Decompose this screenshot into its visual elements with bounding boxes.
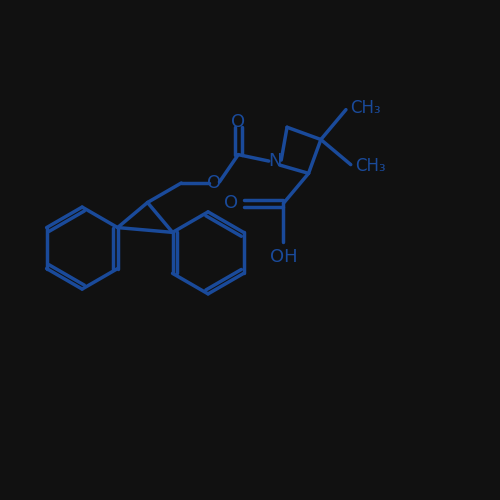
Text: O: O <box>231 113 246 131</box>
Text: CH₃: CH₃ <box>350 99 380 117</box>
Text: O: O <box>208 174 222 192</box>
Text: CH₃: CH₃ <box>354 157 386 175</box>
Text: O: O <box>224 194 238 212</box>
Text: N: N <box>268 152 281 170</box>
Text: OH: OH <box>270 248 297 266</box>
